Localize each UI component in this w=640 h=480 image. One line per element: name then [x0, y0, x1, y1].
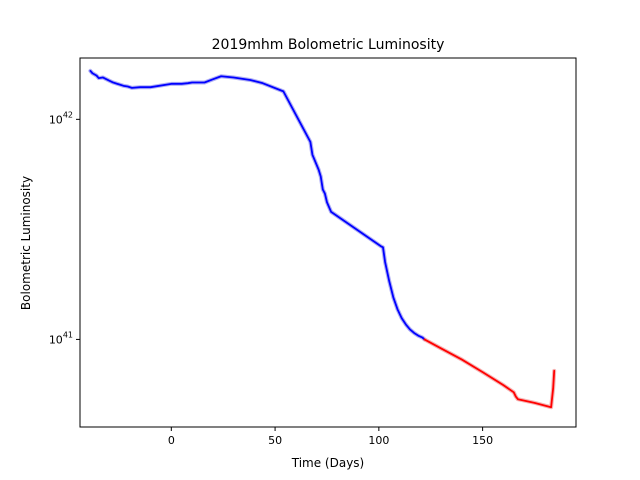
x-tick-label: 50: [268, 434, 282, 447]
uncertainty-bands: [88, 68, 557, 410]
chart-title: 2019mhm Bolometric Luminosity: [212, 37, 445, 53]
x-axis-ticks: 0 50 100 150: [168, 427, 493, 447]
x-tick-label: 150: [472, 434, 493, 447]
series-lines: [89, 70, 556, 409]
x-tick-label: 0: [168, 434, 175, 447]
y-tick-label: 1042: [49, 110, 73, 126]
series-2-line: [423, 338, 556, 409]
series-1-line: [89, 70, 426, 341]
y-tick-label: 1041: [49, 330, 73, 346]
series-1-band: [88, 68, 427, 342]
x-axis-label: Time (Days): [291, 456, 365, 470]
y-axis-label: Bolometric Luminosity: [19, 176, 33, 310]
plot-frame: [79, 57, 577, 428]
y-axis-ticks: 1041 1042: [49, 110, 80, 346]
x-tick-label: 100: [368, 434, 389, 447]
